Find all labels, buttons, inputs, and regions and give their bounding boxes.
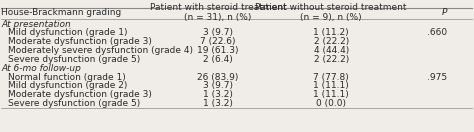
Text: 2 (22.2): 2 (22.2) — [314, 37, 349, 46]
Text: 19 (61.3): 19 (61.3) — [197, 46, 239, 55]
Text: 3 (9.7): 3 (9.7) — [203, 28, 233, 37]
Text: 4 (44.4): 4 (44.4) — [314, 46, 349, 55]
Text: 7 (22.6): 7 (22.6) — [201, 37, 236, 46]
Text: At 6-mo follow-up: At 6-mo follow-up — [1, 64, 81, 73]
Text: 2 (22.2): 2 (22.2) — [314, 55, 349, 64]
Text: Mild dysfunction (grade 2): Mild dysfunction (grade 2) — [9, 81, 128, 91]
Text: At presentation: At presentation — [1, 20, 71, 29]
Text: 1 (3.2): 1 (3.2) — [203, 90, 233, 99]
Text: 1 (11.1): 1 (11.1) — [313, 90, 349, 99]
Text: 1 (11.2): 1 (11.2) — [313, 28, 349, 37]
Text: 2 (6.4): 2 (6.4) — [203, 55, 233, 64]
Text: Severe dysfunction (grade 5): Severe dysfunction (grade 5) — [9, 55, 141, 64]
Text: Patient with steroid treatment
(n = 31), n (%): Patient with steroid treatment (n = 31),… — [150, 3, 286, 22]
Text: Moderate dysfunction (grade 3): Moderate dysfunction (grade 3) — [9, 37, 152, 46]
Text: 1 (11.1): 1 (11.1) — [313, 81, 349, 91]
Text: Mild dysfunction (grade 1): Mild dysfunction (grade 1) — [9, 28, 128, 37]
Text: 1 (3.2): 1 (3.2) — [203, 99, 233, 108]
Text: 3 (9.7): 3 (9.7) — [203, 81, 233, 91]
Text: Severe dysfunction (grade 5): Severe dysfunction (grade 5) — [9, 99, 141, 108]
Text: Moderately severe dysfunction (grade 4): Moderately severe dysfunction (grade 4) — [9, 46, 193, 55]
Text: P: P — [441, 8, 447, 17]
Text: .660: .660 — [427, 28, 447, 37]
Text: 7 (77.8): 7 (77.8) — [313, 73, 349, 82]
Text: .975: .975 — [427, 73, 447, 82]
Text: Normal function (grade 1): Normal function (grade 1) — [9, 73, 126, 82]
Text: 26 (83.9): 26 (83.9) — [198, 73, 239, 82]
Text: 0 (0.0): 0 (0.0) — [316, 99, 346, 108]
Text: Patient without steroid treatment
(n = 9), n (%): Patient without steroid treatment (n = 9… — [255, 3, 407, 22]
Text: House-Brackmann grading: House-Brackmann grading — [1, 8, 122, 17]
Text: Moderate dysfunction (grade 3): Moderate dysfunction (grade 3) — [9, 90, 152, 99]
